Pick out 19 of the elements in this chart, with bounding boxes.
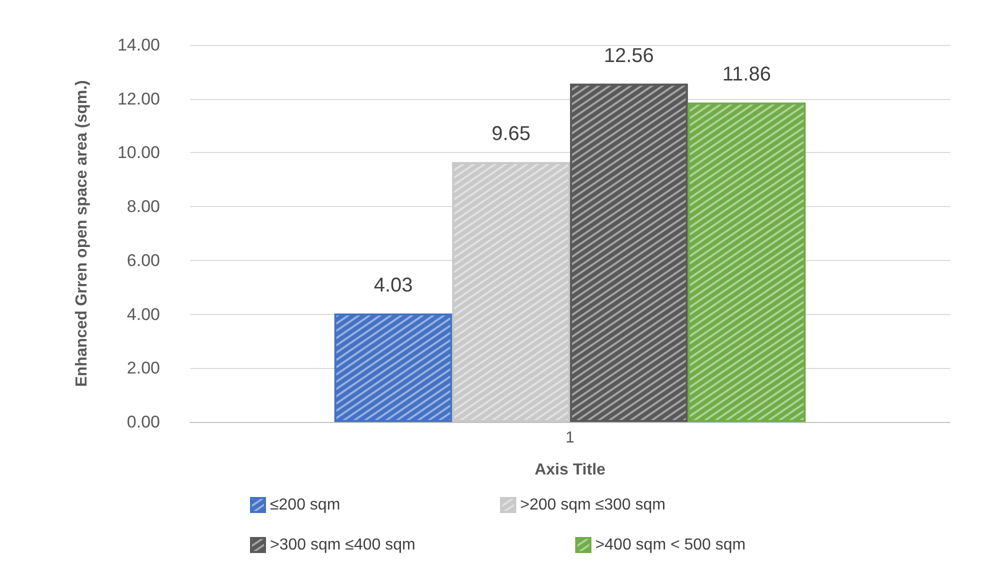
y-tick-label: 8.00 (126, 197, 160, 216)
data-label: 11.86 (722, 64, 771, 86)
y-axis-title: Enhanced Grren open space area (sqm.) (74, 80, 90, 387)
data-label: 4.03 (374, 274, 413, 296)
legend-label: >400 sqm < 500 sqm (595, 536, 746, 554)
legend-label: >300 sqm ≤400 sqm (270, 536, 416, 554)
y-tick-label: 14.00 (117, 36, 160, 54)
y-tick-label: 12.00 (117, 89, 160, 108)
x-tick-label: 1 (566, 430, 575, 446)
legend-label: >200 sqm ≤300 sqm (520, 496, 666, 514)
y-tick-label: 6.00 (126, 250, 160, 270)
x-axis-title: Axis Title (534, 462, 606, 478)
data-label: 12.56 (604, 44, 654, 67)
y-tick-label: 2.00 (126, 358, 160, 378)
data-label: 9.65 (492, 123, 531, 146)
y-tick-label: 4.00 (126, 304, 160, 324)
legend-label: ≤200 sqm (270, 496, 340, 514)
y-tick-label: 0.00 (126, 412, 160, 432)
y-tick-label: 10.00 (117, 143, 160, 162)
